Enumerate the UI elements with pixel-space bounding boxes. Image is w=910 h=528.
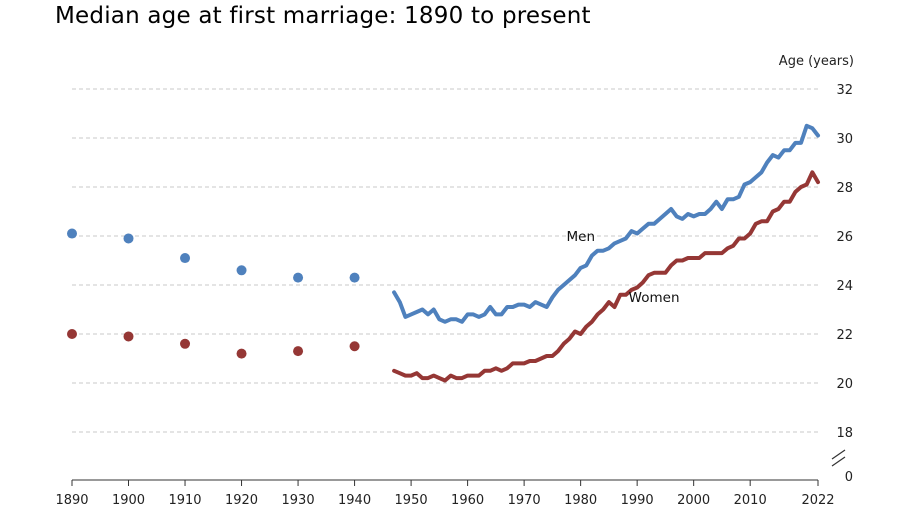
women-point bbox=[236, 348, 247, 359]
x-tick-label: 2022 bbox=[801, 493, 834, 508]
women-series bbox=[67, 170, 820, 383]
women-point bbox=[349, 341, 360, 352]
series-group bbox=[67, 123, 820, 383]
x-axis-ticks: 1890 1900 1910 1920 1930 1940 1950 1960 1970 1980… bbox=[55, 480, 835, 508]
men-point bbox=[123, 233, 134, 244]
x-tick-label: 1980 bbox=[564, 493, 597, 508]
x-tick-label: 1900 bbox=[112, 493, 145, 508]
x-tick-label: 1960 bbox=[451, 493, 484, 508]
y-tick-label: 26 bbox=[836, 230, 853, 245]
y-axis-ticks: 32 30 28 26 24 22 20 18 0 bbox=[836, 83, 853, 485]
men-point bbox=[349, 272, 360, 283]
women-point bbox=[123, 331, 134, 342]
series-labels: Men Women bbox=[567, 229, 680, 306]
y-axis-label: Age (years) bbox=[779, 54, 854, 69]
men-point bbox=[236, 265, 247, 276]
axis-break-icon bbox=[831, 449, 846, 467]
y-tick-label: 24 bbox=[836, 279, 853, 294]
men-label: Men bbox=[567, 229, 596, 245]
men-point bbox=[67, 228, 77, 239]
axis-break-stroke bbox=[831, 456, 846, 467]
men-point bbox=[293, 272, 304, 283]
women-label: Women bbox=[629, 290, 680, 306]
women-point bbox=[293, 346, 304, 357]
axis-break-stroke bbox=[831, 449, 846, 460]
men-line bbox=[392, 123, 820, 324]
men-point bbox=[180, 253, 191, 264]
x-tick-label: 1970 bbox=[508, 493, 541, 508]
x-tick-label: 2000 bbox=[677, 493, 710, 508]
women-line bbox=[392, 170, 820, 383]
y-tick-label: 28 bbox=[836, 181, 853, 196]
men-series bbox=[67, 123, 820, 324]
y-tick-label: 0 bbox=[845, 470, 853, 485]
chart-title: Median age at first marriage: 1890 to pr… bbox=[55, 3, 591, 29]
y-tick-label: 18 bbox=[836, 426, 853, 441]
x-tick-label: 1910 bbox=[168, 493, 201, 508]
gridlines bbox=[72, 88, 818, 433]
y-tick-label: 30 bbox=[836, 132, 853, 147]
x-tick-label: 1930 bbox=[282, 493, 315, 508]
women-point bbox=[67, 329, 77, 339]
x-tick-label: 1940 bbox=[338, 493, 371, 508]
women-point bbox=[180, 338, 191, 349]
y-tick-label: 22 bbox=[836, 328, 853, 343]
x-tick-label: 1950 bbox=[395, 493, 428, 508]
x-tick-label: 1920 bbox=[225, 493, 258, 508]
y-tick-label: 20 bbox=[836, 377, 853, 392]
x-tick-label: 1990 bbox=[621, 493, 654, 508]
x-tick-label: 2010 bbox=[734, 493, 767, 508]
x-tick-label: 1890 bbox=[55, 493, 88, 508]
y-tick-label: 32 bbox=[836, 83, 853, 98]
